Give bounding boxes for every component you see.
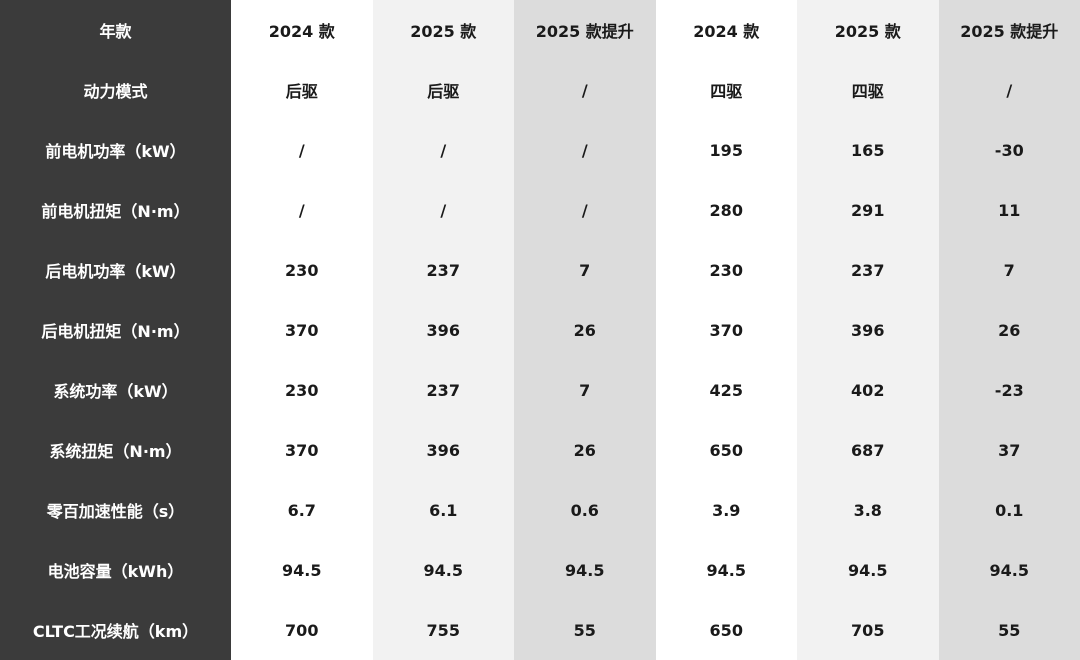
table-cell: 650 [655,600,797,660]
column-header: 2025 款 [797,0,939,60]
table-cell: 55 [514,600,656,660]
table-cell: 37 [938,420,1080,480]
column-header: 2025 款提升 [514,0,656,60]
table-cell: 370 [231,420,373,480]
table-cell: / [231,180,373,240]
table-cell: 291 [797,180,939,240]
table-cell: 402 [797,360,939,420]
table-cell: / [514,120,656,180]
table-cell: 3.8 [797,480,939,540]
row-header: 动力模式 [0,60,231,120]
table-cell: 94.5 [655,540,797,600]
table-cell: 370 [655,300,797,360]
table-cell: 396 [797,300,939,360]
table-cell: 700 [231,600,373,660]
table-cell: 94.5 [938,540,1080,600]
table-cell: 94.5 [797,540,939,600]
table-cell: 94.5 [231,540,373,600]
row-header: 电池容量（kWh） [0,540,231,600]
table-cell: 26 [938,300,1080,360]
table-cell: 687 [797,420,939,480]
row-header: 系统扭矩（N·m） [0,420,231,480]
table-cell: 237 [797,240,939,300]
table-cell: / [231,120,373,180]
row-header: 年款 [0,0,231,60]
table-cell: 230 [655,240,797,300]
table-cell: / [372,120,514,180]
table-cell: 755 [372,600,514,660]
table-cell: 650 [655,420,797,480]
table-cell: 195 [655,120,797,180]
table-cell: 237 [372,240,514,300]
table-cell: 230 [231,360,373,420]
table-cell: 7 [514,360,656,420]
table-cell: 280 [655,180,797,240]
column-header: 2024 款 [655,0,797,60]
table-cell: 705 [797,600,939,660]
table-cell: 0.1 [938,480,1080,540]
table-cell: 0.6 [514,480,656,540]
row-header: 后电机功率（kW） [0,240,231,300]
column-header: 2024 款 [231,0,373,60]
table-cell: -30 [938,120,1080,180]
table-cell: 6.1 [372,480,514,540]
table-cell: 7 [938,240,1080,300]
table-cell: 55 [938,600,1080,660]
table-cell: 四驱 [797,60,939,120]
table-cell: 26 [514,300,656,360]
table-cell: 425 [655,360,797,420]
table-cell: 后驱 [372,60,514,120]
table-cell: 165 [797,120,939,180]
table-cell: / [938,60,1080,120]
column-header: 2025 款提升 [938,0,1080,60]
row-header: 零百加速性能（s） [0,480,231,540]
table-cell: 370 [231,300,373,360]
row-header: 系统功率（kW） [0,360,231,420]
row-header: 前电机扭矩（N·m） [0,180,231,240]
table-cell: 后驱 [231,60,373,120]
table-cell: 94.5 [514,540,656,600]
column-header: 2025 款 [372,0,514,60]
table-cell: 11 [938,180,1080,240]
table-cell: 230 [231,240,373,300]
row-header: CLTC工况续航（km） [0,600,231,660]
row-header: 后电机扭矩（N·m） [0,300,231,360]
table-cell: 396 [372,300,514,360]
table-cell: -23 [938,360,1080,420]
table-cell: / [514,60,656,120]
row-header: 前电机功率（kW） [0,120,231,180]
table-cell: 396 [372,420,514,480]
table-cell: 94.5 [372,540,514,600]
table-cell: 四驱 [655,60,797,120]
table-cell: 7 [514,240,656,300]
table-cell: 26 [514,420,656,480]
table-cell: 237 [372,360,514,420]
table-cell: 3.9 [655,480,797,540]
table-cell: / [372,180,514,240]
table-cell: / [514,180,656,240]
table-cell: 6.7 [231,480,373,540]
